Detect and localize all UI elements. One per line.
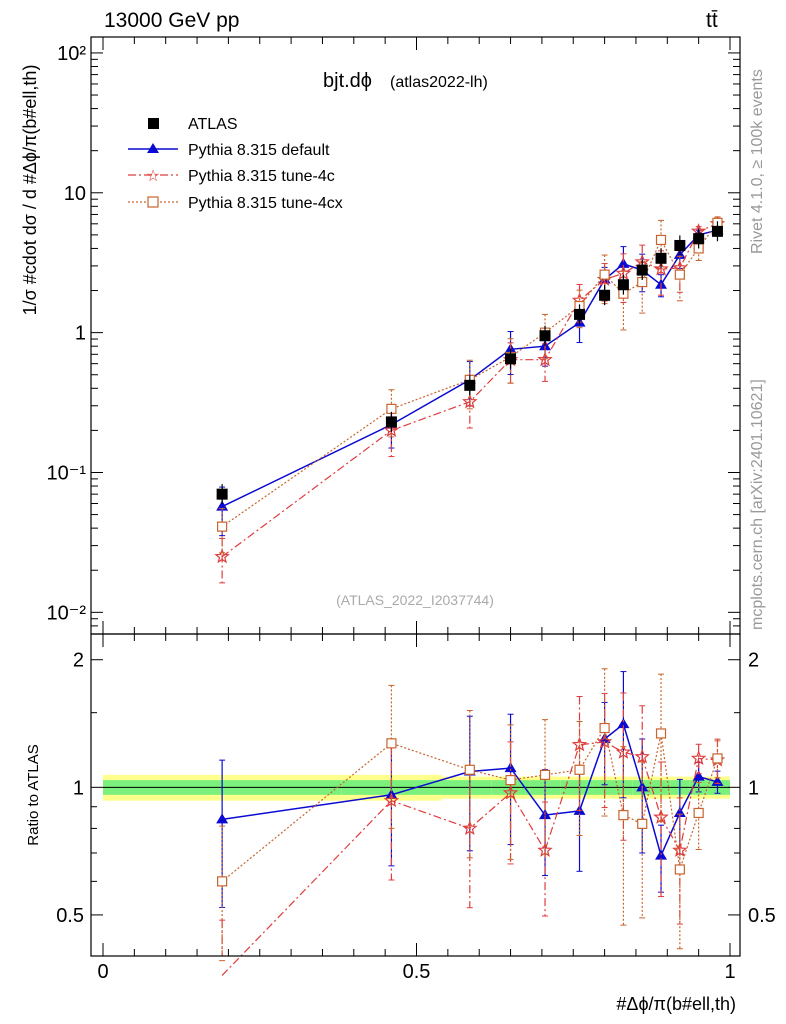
legend-tune4c-label: Pythia 8.315 tune-4c	[188, 168, 335, 185]
ratio-point-tune4cx-11	[693, 807, 704, 819]
main-ytick-label-1: 10⁻¹	[47, 462, 87, 484]
ratio-point-default-11	[692, 770, 705, 781]
legend-tune4cx: Pythia 8.315 tune-4cx	[128, 195, 343, 212]
atlas-point-2	[464, 379, 476, 391]
legend-atlas-marker	[148, 118, 159, 129]
ratio-ytick-label-right-2: 2	[748, 650, 759, 672]
ratio-ytick-label-left-0: 0.5	[56, 905, 84, 927]
ratio-y-axis-label: Ratio to ATLAS	[25, 744, 42, 845]
main-point-tune4c-1	[383, 422, 400, 437]
xtick-label-1: 0.5	[403, 961, 431, 983]
ratio-point-default-0	[216, 813, 229, 824]
legend-tune4cx-label: Pythia 8.315 tune-4cx	[188, 195, 343, 212]
legend-tune4c: ☆ Pythia 8.315 tune-4c	[128, 168, 335, 185]
ratio-point-tune4c-11	[690, 750, 707, 766]
ratio-point-default-3	[504, 762, 517, 773]
ratio-point-tune4cx-8	[637, 818, 648, 829]
ratio-point-tune4cx-4	[539, 769, 551, 780]
ratio-point-tune4c-1	[383, 792, 400, 808]
legend-tune4cx-marker	[147, 196, 159, 208]
atlas-point-6	[599, 289, 611, 301]
main-y-axis-label: 1/σ #cdot dσ / d #Δϕ/π(b#ell,th)	[20, 65, 40, 316]
xtick-label-2: 1	[724, 961, 735, 983]
atlas-point-3	[505, 353, 517, 365]
legend-default-marker	[147, 143, 159, 153]
main-point-tune4c-4	[537, 351, 553, 367]
main-ytick-label-0: 10⁻²	[47, 602, 87, 624]
x-axis-label: #Δϕ/π(b#ell,th)	[616, 994, 736, 1014]
ratio-ytick-label-left-1: 1	[73, 777, 84, 799]
xtick-label-0: 0	[97, 961, 108, 983]
energy-label: 13000 GeV pp	[104, 9, 239, 32]
ratio-point-tune4c-6	[596, 733, 613, 749]
main-panel: 10⁻² 10⁻¹ 1 10 10² bjt.dϕ (atlas2022-lh) (AT…	[20, 36, 741, 635]
ratio-point-tune4c-8	[634, 748, 650, 764]
ratio-point-tune4c-5	[571, 736, 588, 752]
main-axes: 10⁻² 10⁻¹ 1 10 10²	[47, 37, 740, 635]
mcplots-credit: mcplots.cern.ch [arXiv:2401.10621]	[749, 379, 766, 630]
atlas-point-7	[617, 279, 629, 291]
ratio-point-tune4cx-12	[712, 753, 723, 764]
ratio-point-tune4c-3	[502, 784, 519, 800]
atlas-point-10	[674, 239, 686, 251]
main-plot-layer	[214, 215, 726, 584]
main-point-tune4c-0	[214, 548, 230, 564]
main-ytick-label-2: 1	[75, 323, 86, 345]
legend-tune4c-marker: ☆	[146, 168, 160, 185]
process-label: tt̄	[706, 9, 718, 32]
main-point-tune4cx-6	[599, 269, 610, 280]
main-point-tune4cx-9	[655, 234, 667, 246]
legend: ATLAS Pythia 8.315 default ☆ Pythia 8.31…	[128, 116, 343, 212]
atlas-point-1	[385, 416, 397, 428]
ratio-point-tune4cx-10	[674, 864, 685, 875]
ratio-point-tune4cx-2	[464, 764, 475, 775]
ratio-point-tune4c-10	[672, 842, 688, 857]
atlas-point-12	[711, 225, 723, 237]
legend-atlas-label: ATLAS	[188, 116, 238, 133]
legend-default: Pythia 8.315 default	[128, 142, 330, 159]
ratio-point-default-7	[617, 718, 630, 729]
ratio-point-tune4cx-1	[386, 738, 397, 749]
ratio-point-tune4cx-0	[217, 876, 228, 887]
atlas-point-4	[539, 330, 551, 342]
ratio-panel: 0.5 0.5 1 1 2 2 0 0.5 1 Ratio to ATLAS	[25, 633, 776, 983]
atlas-point-11	[693, 233, 705, 245]
ratio-ytick-label-right-1: 1	[748, 777, 759, 799]
ratio-ytick-label-left-2: 2	[73, 650, 84, 672]
ratio-point-tune4cx-5	[574, 764, 585, 775]
ratio-point-tune4cx-9	[655, 728, 667, 739]
legend-atlas: ATLAS	[148, 116, 238, 133]
atlas-point-5	[574, 308, 586, 320]
main-point-default-7	[617, 257, 630, 268]
ratio-axes: 0.5 0.5 1 1 2 2 0 0.5 1	[56, 634, 776, 983]
ratio-point-tune4cx-7	[618, 809, 629, 821]
analysis-id: (ATLAS_2022_I2037744)	[336, 592, 494, 608]
main-point-tune4cx-10	[674, 269, 685, 280]
legend-default-label: Pythia 8.315 default	[188, 142, 330, 159]
main-ytick-label-4: 10²	[57, 43, 86, 65]
atlas-point-8	[636, 264, 648, 276]
main-ytick-label-3: 10	[64, 183, 86, 205]
ratio-point-tune4cx-3	[505, 775, 516, 786]
ratio-point-tune4cx-6	[599, 722, 610, 734]
atlas-point-9	[655, 252, 667, 264]
ratio-ytick-label-right-0: 0.5	[748, 905, 776, 927]
atlas-point-0	[216, 488, 228, 500]
main-point-tune4c-9	[653, 260, 669, 276]
main-point-tune4cx-0	[217, 521, 228, 532]
observable-title: bjt.dϕ	[323, 70, 372, 92]
ratio-frame	[90, 633, 741, 957]
rivet-version: Rivet 4.1.0, ≥ 100k events	[749, 69, 766, 254]
ratio-plot-layer	[103, 668, 730, 976]
tune-label: (atlas2022-lh)	[390, 74, 488, 91]
